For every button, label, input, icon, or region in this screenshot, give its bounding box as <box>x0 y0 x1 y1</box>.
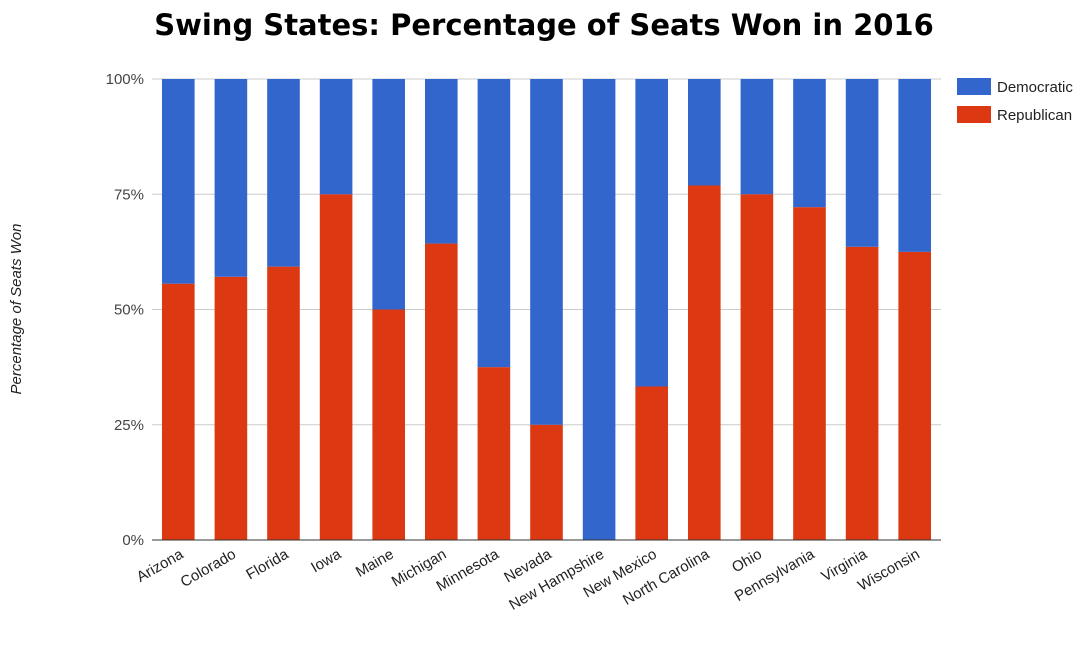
bar-democratic-florida <box>267 79 300 267</box>
bar-democratic-arizona <box>162 79 195 284</box>
bar-republican-florida <box>267 267 300 540</box>
bar-republican-michigan <box>425 244 458 540</box>
bar-democratic-new-hampshire <box>583 79 616 540</box>
bar-democratic-minnesota <box>478 79 511 367</box>
bar-republican-north-carolina <box>688 185 721 540</box>
bar-democratic-ohio <box>741 79 774 194</box>
chart-title: Swing States: Percentage of Seats Won in… <box>154 8 934 42</box>
legend-swatch-republican <box>957 106 991 123</box>
x-category-label: Florida <box>243 545 292 583</box>
bar-democratic-virginia <box>846 79 879 247</box>
bar-democratic-nevada <box>530 79 563 425</box>
bar-republican-minnesota <box>478 367 511 540</box>
bar-republican-maine <box>372 310 405 541</box>
bar-republican-wisconsin <box>898 252 931 540</box>
legend: Democratic Republican <box>957 78 1073 124</box>
bar-democratic-michigan <box>425 79 458 244</box>
bar-democratic-pennsylvania <box>793 79 826 207</box>
bar-republican-arizona <box>162 284 195 540</box>
y-axis-label: Percentage of Seats Won <box>8 224 25 395</box>
x-category-label: Ohio <box>729 546 765 577</box>
y-axis-ticks: 0% 25% 50% 75% 100% <box>106 71 144 549</box>
bar-republican-iowa <box>320 194 353 540</box>
legend-label-republican: Republican <box>997 107 1072 124</box>
bar-republican-new-mexico <box>635 386 668 540</box>
y-tick-label: 0% <box>122 532 144 549</box>
x-category-label: Colorado <box>178 546 239 591</box>
bar-republican-pennsylvania <box>793 207 826 540</box>
bar-democratic-wisconsin <box>898 79 931 252</box>
bar-democratic-north-carolina <box>688 79 721 185</box>
bar-democratic-colorado <box>215 79 248 277</box>
bar-republican-nevada <box>530 425 563 540</box>
bar-republican-ohio <box>741 194 774 540</box>
bar-democratic-maine <box>372 79 405 310</box>
legend-swatch-democratic <box>957 78 991 95</box>
bar-republican-virginia <box>846 247 879 540</box>
legend-label-democratic: Democratic <box>997 79 1073 96</box>
bar-democratic-iowa <box>320 79 353 194</box>
y-tick-label: 25% <box>114 417 144 434</box>
bar-republican-colorado <box>215 277 248 540</box>
y-tick-label: 75% <box>114 186 144 203</box>
bars <box>162 79 931 540</box>
x-category-label: Iowa <box>308 545 345 576</box>
y-tick-label: 100% <box>106 71 144 88</box>
y-tick-label: 50% <box>114 302 144 319</box>
bar-democratic-new-mexico <box>635 79 668 386</box>
